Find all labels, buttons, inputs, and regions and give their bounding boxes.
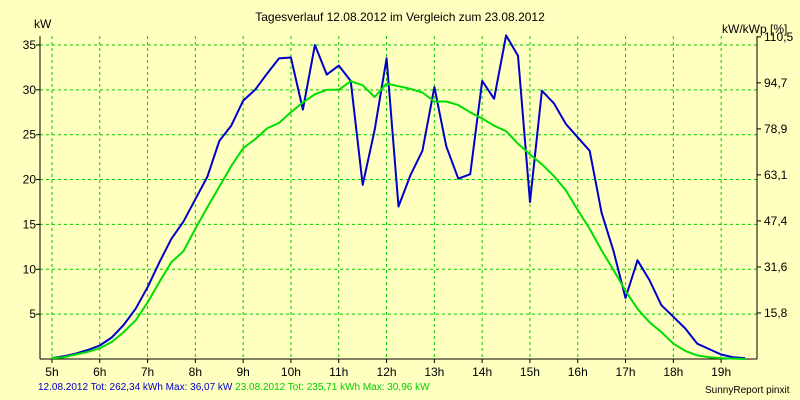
x-tick-label: 14h [472, 365, 492, 379]
credit-text: SunnyReport pinxit [705, 385, 790, 396]
x-tick-label: 5h [45, 365, 58, 379]
y2-tick-label: 15,8 [764, 306, 788, 320]
y2-tick-label: 63,1 [764, 168, 788, 182]
legend-series-2: 23.08.2012 Tot: 235,71 kWh Max: 30,96 kW [235, 382, 430, 393]
axes [36, 36, 761, 363]
y-tick-label: 20 [23, 173, 37, 187]
y2-tick-label: 78,9 [764, 122, 788, 136]
chart-title: Tagesverlauf 12.08.2012 im Vergleich zum… [255, 10, 545, 24]
legend-summary: 12.08.2012 Tot: 262,34 kWh Max: 36,07 kW… [38, 382, 430, 393]
y2-tick-label: 94,7 [764, 76, 788, 90]
y-tick-label: 10 [23, 262, 37, 276]
y-tick-label: 35 [23, 38, 37, 52]
x-tick-label: 9h [236, 365, 249, 379]
x-tick-label: 11h [329, 365, 348, 379]
x-tick-label: 15h [520, 365, 540, 379]
series-lines [51, 34, 746, 360]
x-tick-label: 8h [189, 365, 202, 379]
y2-tick-label: 31,6 [764, 260, 788, 274]
tick-labels: 5h 6h 7h 8h 9h 10h 11h 12h 13h 14h 15h 16h 17h 18h 19h… [23, 30, 794, 379]
x-tick-label: 16h [568, 365, 588, 379]
y-tick-label: 25 [23, 128, 37, 142]
x-tick-label: 10h [281, 365, 301, 379]
x-tick-label: 17h [616, 365, 636, 379]
series-line-1 [51, 34, 746, 360]
y-axis-label-left: kW [34, 17, 52, 31]
y-tick-label: 5 [29, 307, 36, 321]
y2-tick-label: 47,4 [764, 214, 788, 228]
x-tick-label: 7h [141, 365, 154, 379]
y-axis-label-right: kW/kWp [%] [722, 22, 788, 36]
x-tick-label: 12h [377, 365, 397, 379]
y2-tick-label: 110,5 [764, 30, 793, 44]
x-tick-label: 19h [711, 365, 731, 379]
x-tick-label: 6h [93, 365, 106, 379]
series-line-2 [51, 80, 746, 360]
x-tick-label: 13h [424, 365, 444, 379]
x-tick-label: 18h [663, 365, 683, 379]
y-tick-label: 15 [23, 217, 37, 231]
y-tick-label: 30 [23, 83, 37, 97]
legend-series-1: 12.08.2012 Tot: 262,34 kWh Max: 36,07 kW [38, 382, 233, 393]
